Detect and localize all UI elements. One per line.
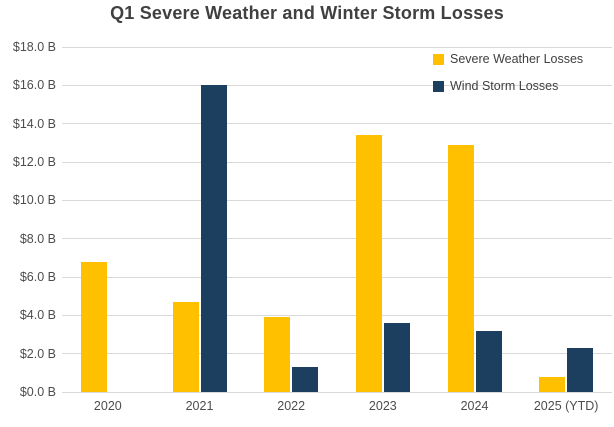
x-tick-label: 2023 [368,399,397,413]
y-tick-label: $4.0 B [19,308,56,323]
chart-title: Q1 Severe Weather and Winter Storm Losse… [110,3,504,23]
bar-wind-storm-2021 [200,85,227,392]
gridline [62,123,612,125]
y-tick-label: $14.0 B [12,116,56,131]
legend-item: Severe Weather Losses [433,52,583,66]
gridline [62,199,612,201]
y-tick-label: $6.0 B [19,270,56,284]
bar-severe-weather-2025 (YTD) [539,376,566,392]
bar-severe-weather-2020 [80,261,107,392]
legend-label: Wind Storm Losses [450,79,559,93]
x-tick-label: 2024 [460,399,489,413]
gridline [62,84,612,86]
y-tick-label: $16.0 B [12,78,56,93]
bar-severe-weather-2023 [355,135,382,392]
gridline [62,314,612,316]
bar-wind-storm-2023 [383,323,410,392]
legend-item: Wind Storm Losses [433,79,583,93]
y-tick-label: $18.0 B [12,40,56,54]
legend-swatch-icon [433,53,444,65]
gridline [62,391,612,393]
legend-swatch-icon [433,80,444,92]
bar-wind-storm-2024 [475,330,502,392]
y-tick-label: $10.0 B [12,193,56,208]
x-tick-label: 2025 (YTD) [533,399,599,413]
x-tick-label: 2020 [93,399,122,413]
legend-label: Severe Weather Losses [450,52,584,66]
bar-severe-weather-2024 [447,144,474,392]
y-tick-label: $8.0 B [19,231,56,246]
bar-wind-storm-2025 (YTD) [567,347,594,392]
y-axis-labels: $0.0 B $2.0 B $4.0 B $6.0 B $8.0 B $10.0 B $12… [0,40,56,399]
gridline [62,161,612,163]
y-tick-label: $0.0 B [19,385,56,399]
gridline [62,238,612,240]
bar-severe-weather-2021 [172,301,199,392]
legend: Severe Weather Losses Wind Storm Losses [433,52,583,93]
gridline [62,353,612,355]
y-tick-label: $2.0 B [19,346,56,361]
bar-severe-weather-2022 [264,317,291,392]
x-tick-label: 2022 [277,399,306,413]
bar-wind-storm-2022 [292,367,319,392]
x-axis-labels: 2020 2021 2022 2023 2024 2025 (YTD) [62,399,612,421]
x-tick-label: 2021 [185,399,214,413]
gridline [62,276,612,278]
plot-area [62,46,612,393]
y-tick-label: $12.0 B [12,155,56,169]
gridline [62,46,612,48]
